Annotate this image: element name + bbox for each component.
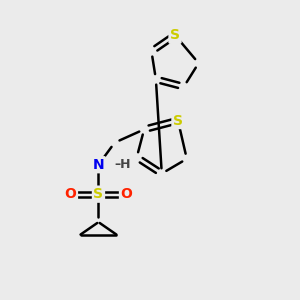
- Text: S: S: [170, 28, 180, 42]
- Text: S: S: [94, 187, 103, 201]
- Text: S: S: [173, 114, 183, 128]
- Text: N: N: [93, 158, 104, 172]
- Text: O: O: [64, 187, 76, 201]
- Text: O: O: [121, 187, 132, 201]
- Text: –H: –H: [115, 158, 131, 171]
